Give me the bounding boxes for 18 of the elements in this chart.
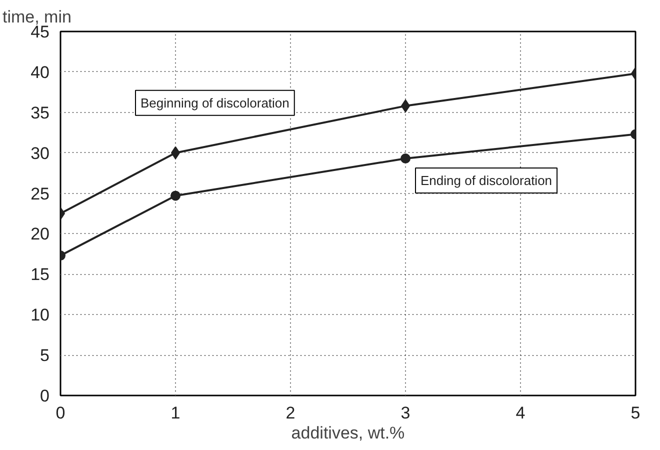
y-tick-label: 5 — [40, 346, 50, 366]
y-tick-label: 25 — [30, 184, 50, 204]
x-tick-label: 3 — [400, 404, 410, 422]
series-label: Ending of discoloration — [420, 172, 552, 188]
x-tick-label: 1 — [170, 404, 180, 422]
x-tick-label: 0 — [56, 404, 66, 422]
y-tick-label: 10 — [30, 306, 50, 325]
x-tick-label: 2 — [286, 404, 296, 422]
x-tick-label: 5 — [630, 404, 640, 422]
y-tick-label: 40 — [30, 62, 50, 82]
x-tick-label: 4 — [516, 404, 526, 422]
series-label: Beginning of discoloration — [140, 95, 290, 110]
x-axis-title: additives, wt.% — [291, 424, 405, 442]
y-tick-label: 30 — [30, 144, 50, 163]
y-tick-label: 20 — [30, 224, 50, 244]
y-tick-label: 15 — [30, 265, 50, 284]
y-tick-label: 35 — [30, 103, 50, 122]
y-tick-label: 0 — [40, 386, 50, 406]
